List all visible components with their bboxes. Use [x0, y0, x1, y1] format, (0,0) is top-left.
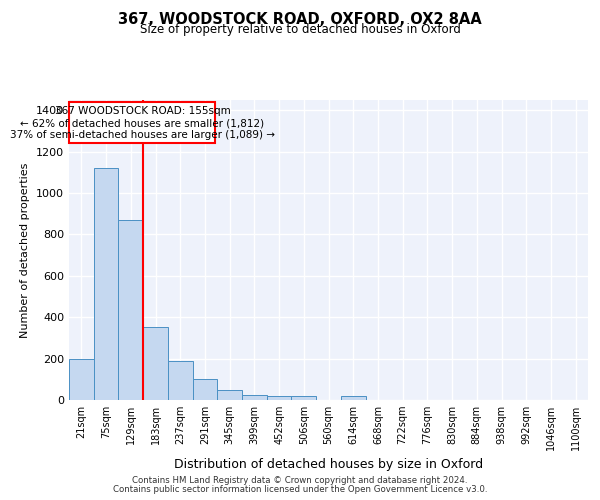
Bar — [94, 168, 118, 400]
Text: ← 62% of detached houses are smaller (1,812): ← 62% of detached houses are smaller (1,… — [20, 118, 265, 128]
Bar — [292, 396, 316, 400]
X-axis label: Distribution of detached houses by size in Oxford: Distribution of detached houses by size … — [174, 458, 483, 471]
Bar — [242, 395, 267, 400]
Bar — [168, 360, 193, 400]
Text: 367 WOODSTOCK ROAD: 155sqm: 367 WOODSTOCK ROAD: 155sqm — [55, 106, 230, 116]
Text: Contains HM Land Registry data © Crown copyright and database right 2024.: Contains HM Land Registry data © Crown c… — [132, 476, 468, 485]
Bar — [217, 390, 242, 400]
Bar — [341, 396, 365, 400]
Text: 37% of semi-detached houses are larger (1,089) →: 37% of semi-detached houses are larger (… — [10, 130, 275, 140]
Bar — [143, 326, 168, 400]
Bar — [118, 220, 143, 400]
Text: 367, WOODSTOCK ROAD, OXFORD, OX2 8AA: 367, WOODSTOCK ROAD, OXFORD, OX2 8AA — [118, 12, 482, 28]
Bar — [193, 380, 217, 400]
Bar — [267, 396, 292, 400]
Bar — [70, 102, 215, 143]
Bar — [69, 358, 94, 400]
Y-axis label: Number of detached properties: Number of detached properties — [20, 162, 31, 338]
Text: Contains public sector information licensed under the Open Government Licence v3: Contains public sector information licen… — [113, 485, 487, 494]
Text: Size of property relative to detached houses in Oxford: Size of property relative to detached ho… — [140, 22, 460, 36]
